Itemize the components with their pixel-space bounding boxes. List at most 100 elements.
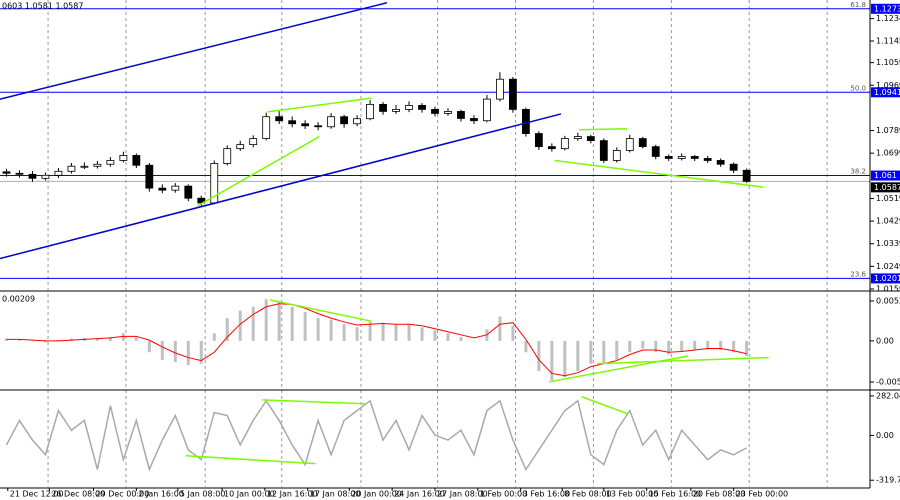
y-tick-label: 1.0699 [876, 149, 900, 158]
x-tick-label: 1 Feb 00:00 [480, 490, 527, 499]
candle-body [132, 155, 141, 166]
y-tick-label: -0.00543 [876, 378, 900, 387]
histogram-bar [355, 327, 359, 341]
fib-label: 61.8 [850, 1, 866, 9]
histogram-bar [147, 340, 151, 353]
candle-body [158, 187, 167, 191]
candle-body [729, 163, 738, 171]
histogram-bar [628, 340, 632, 353]
candle-body [573, 136, 582, 139]
y-tick-label: 1.1145 [876, 36, 900, 45]
histogram-bar [446, 333, 450, 341]
histogram-bar [43, 340, 47, 343]
trend-line [262, 399, 365, 405]
histogram-bar [498, 316, 502, 341]
y-tick-label: 1.0519 [876, 194, 900, 203]
fib-label: 50.0 [850, 84, 866, 92]
histogram-bar [589, 340, 593, 364]
histogram-bar [277, 301, 281, 341]
histogram-bar [134, 337, 138, 341]
histogram-bar [186, 340, 190, 366]
histogram-bar [17, 339, 21, 341]
candle-body [2, 171, 11, 174]
price-tag [871, 3, 900, 14]
histogram-bar [680, 340, 684, 352]
x-tick-label: 26 Dec 08:00 [51, 490, 105, 499]
y-tick-label: 1.0339 [876, 239, 900, 248]
price-tag-label: 1.0201 [874, 274, 900, 283]
histogram-bar [459, 337, 463, 341]
histogram-bar [745, 340, 749, 357]
x-tick-label: 17 Jan 08:00 [310, 490, 361, 499]
trend-line [185, 454, 316, 465]
oscillator-panel [5, 396, 747, 472]
price-tag [871, 170, 900, 181]
histogram-bar [251, 306, 255, 341]
y-tick-label: 1.0159 [876, 284, 900, 293]
y-tick-label: 0.00 [876, 431, 894, 440]
histogram-bar [706, 340, 710, 349]
price-tag [871, 87, 900, 98]
x-tick-label: 20 Jan 00:00 [351, 490, 402, 499]
histogram-bar [576, 340, 580, 372]
y-tick-label: 1.1234 [876, 14, 900, 23]
candle-body [405, 104, 413, 110]
candle-body [184, 185, 193, 199]
indicator-title: 0.00209 [2, 295, 35, 304]
candle-body [521, 109, 530, 134]
candle-body [444, 111, 452, 114]
trend-line [0, 2, 388, 100]
signal-line [6, 303, 747, 377]
histogram-bar [381, 322, 385, 341]
histogram-bar [225, 318, 229, 341]
candle-body [67, 165, 76, 172]
histogram-bar [303, 312, 307, 341]
candle-body [586, 136, 595, 141]
price-tag-label: 1.1273 [874, 4, 900, 13]
price-panel: 61.8 50.0 38.2 23.6 [0, 1, 870, 279]
candle-body [651, 146, 660, 157]
candle-body [106, 160, 115, 165]
candle-body [547, 146, 556, 150]
histogram-bar [121, 333, 125, 341]
x-tick-label: 24 Jan 16:00 [394, 490, 445, 499]
candle-body [54, 170, 63, 176]
histogram-bar [420, 327, 424, 341]
y-tick-label: 0.00526 [876, 297, 900, 306]
candle-body [483, 98, 491, 122]
histogram-bar [615, 340, 619, 360]
histogram-bar [537, 340, 541, 372]
x-tick-label: 2 Jan 16:00 [138, 490, 184, 499]
x-tick-label: 3 Feb 16:00 [523, 490, 570, 499]
histogram-bar [368, 321, 372, 341]
candle-body [80, 165, 89, 168]
histogram-bar [524, 340, 528, 353]
histogram-bar [329, 319, 333, 341]
candle-body [366, 103, 374, 120]
price-tag [871, 273, 900, 284]
histogram-bar [160, 340, 164, 360]
candle-body [457, 111, 465, 119]
histogram-bar [238, 310, 242, 341]
histogram-bar [30, 340, 34, 342]
histogram-bar [173, 340, 177, 363]
candle-body [534, 133, 543, 148]
histogram-bar [719, 340, 723, 350]
candle-body [301, 123, 310, 127]
histogram-bar [394, 324, 398, 341]
candle-body [664, 156, 673, 159]
chart-title: 0603 1.0581 1.0587 [2, 2, 83, 11]
candle-body [119, 155, 128, 161]
trend-line [554, 159, 764, 188]
candle-body [327, 116, 336, 128]
price-tag-label: 1.0587 [874, 183, 900, 192]
histogram-bar [693, 340, 697, 350]
candle-body [392, 109, 400, 112]
x-tick-label: 8 Feb 08:00 [564, 490, 611, 499]
candle-body [612, 150, 621, 161]
candle-body [249, 138, 258, 146]
x-tick-label: 23 Feb 00:00 [736, 490, 788, 499]
candle-body [353, 118, 361, 125]
